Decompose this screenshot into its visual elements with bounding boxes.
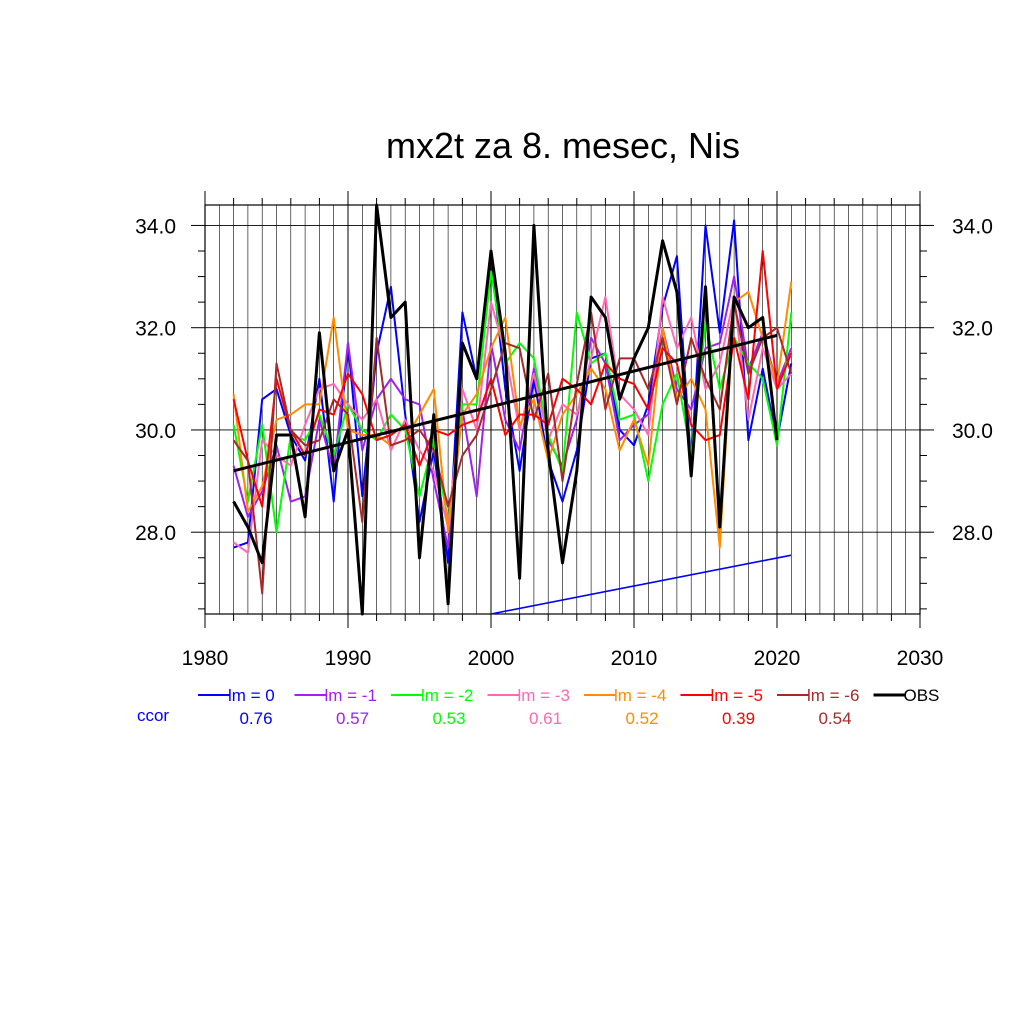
plot-frame: [204, 204, 921, 615]
y-tick-label-left: 32.0: [135, 318, 176, 341]
y-axis-labels: 28.0 28.0 30.0 30.0 32.0 32.0 34.0 34.0: [135, 215, 993, 545]
legend-label: lm = -2: [421, 686, 473, 705]
legend-label: lm = -3: [518, 686, 570, 705]
legend-ccor-value: 0.53: [432, 709, 465, 728]
x-tick-label: 2030: [897, 647, 944, 670]
legend-label: lm = -6: [807, 686, 859, 705]
legend-label: OBS: [904, 686, 940, 705]
ccor-label: ccor: [137, 706, 169, 725]
x-tick-label: 1980: [182, 647, 229, 670]
series-line-6: [232, 301, 793, 595]
plot-border: [204, 204, 921, 615]
trend-obs-line: [233, 333, 778, 473]
trend-lines: [233, 333, 792, 615]
y-tick-label-right: 28.0: [952, 522, 993, 545]
series-line-7: [232, 203, 779, 616]
chart-title: mx2t za 8. mesec, Nis: [386, 125, 740, 166]
legend-ccor-value: 0.76: [239, 709, 272, 728]
x-tick-label: 2000: [468, 647, 515, 670]
y-tick-label-left: 34.0: [135, 215, 176, 238]
legend-ccor-value: 0.39: [722, 709, 755, 728]
legend-label: lm = 0: [228, 686, 275, 705]
legend: ccor lm = 0 0.76 lm = -1 0.57 lm = -2 0.53 lm =…: [137, 686, 939, 728]
y-tick-label-left: 28.0: [135, 522, 176, 545]
legend-ccor-value: 0.52: [625, 709, 658, 728]
y-tick-label-right: 30.0: [952, 420, 993, 443]
legend-ccor-value: 0.61: [529, 709, 562, 728]
legend-label: lm = -5: [711, 686, 763, 705]
legend-ccor-value: 0.54: [818, 709, 851, 728]
x-tick-label: 2010: [611, 647, 658, 670]
x-tick-label: 2020: [754, 647, 801, 670]
series-line-0: [233, 219, 793, 564]
y-tick-label-right: 32.0: [952, 318, 993, 341]
grid: [205, 205, 920, 614]
x-tick-label: 1990: [325, 647, 372, 670]
axis-ticks: [191, 191, 934, 628]
x-axis-labels: 1980 1990 2000 2010 2020 2030: [182, 647, 944, 670]
series-line-3: [233, 296, 793, 554]
y-tick-label-right: 34.0: [952, 215, 993, 238]
y-tick-label-left: 30.0: [135, 420, 176, 443]
trend-blue-line: [490, 554, 792, 615]
legend-label: lm = -4: [614, 686, 666, 705]
series-lines: [232, 203, 793, 616]
legend-label: lm = -1: [325, 686, 377, 705]
legend-ccor-value: 0.57: [336, 709, 369, 728]
